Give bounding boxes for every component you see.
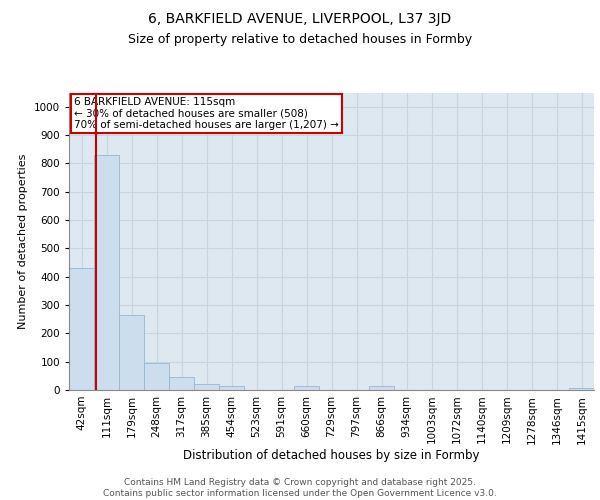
Y-axis label: Number of detached properties: Number of detached properties [18,154,28,329]
Bar [69,268,94,390]
Text: 6 BARKFIELD AVENUE: 115sqm
← 30% of detached houses are smaller (508)
70% of sem: 6 BARKFIELD AVENUE: 115sqm ← 30% of deta… [74,97,339,130]
Bar [569,388,594,390]
Bar [94,155,119,390]
X-axis label: Distribution of detached houses by size in Formby: Distribution of detached houses by size … [183,449,480,462]
Bar [369,386,394,390]
Bar [144,363,169,390]
Bar [169,376,194,390]
Text: Contains HM Land Registry data © Crown copyright and database right 2025.
Contai: Contains HM Land Registry data © Crown c… [103,478,497,498]
Bar [294,386,319,390]
Bar [194,384,219,390]
Bar [219,386,244,390]
Text: Size of property relative to detached houses in Formby: Size of property relative to detached ho… [128,32,472,46]
Text: 6, BARKFIELD AVENUE, LIVERPOOL, L37 3JD: 6, BARKFIELD AVENUE, LIVERPOOL, L37 3JD [148,12,452,26]
Bar [119,315,144,390]
